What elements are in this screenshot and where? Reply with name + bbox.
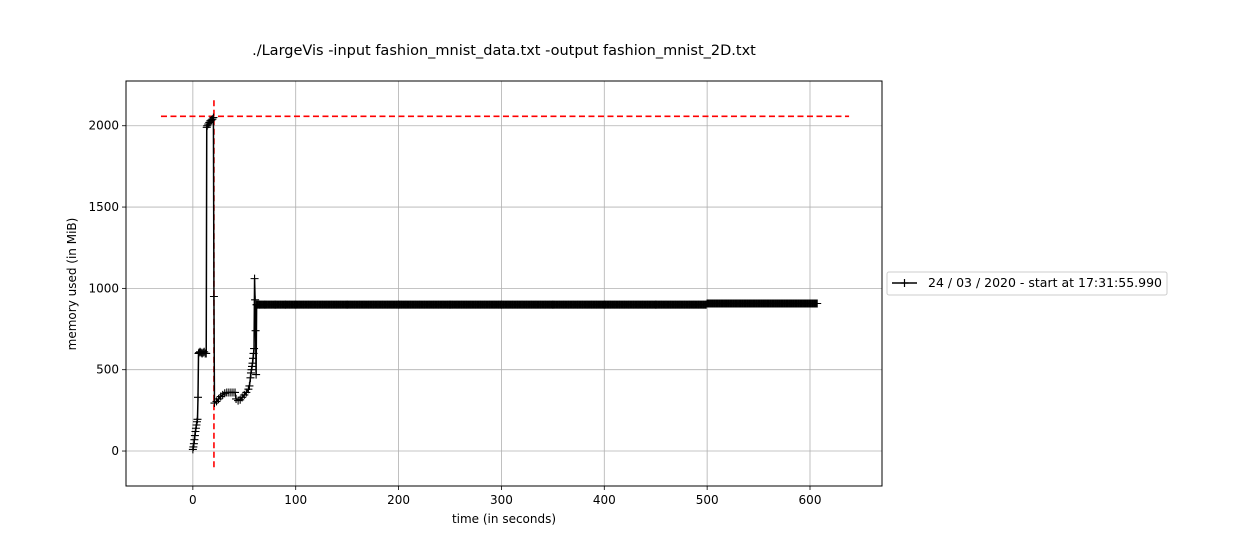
data-point-marker [251, 326, 260, 335]
grid [126, 81, 882, 486]
data-point-marker [208, 115, 217, 124]
y-tick-label: 0 [111, 444, 119, 458]
data-point-marker [220, 389, 229, 398]
series-line [192, 116, 818, 450]
y-axis-ticks: 0 500 1000 1500 2000 [88, 119, 126, 458]
data-point-marker [250, 274, 259, 283]
x-tick-label: 0 [189, 493, 197, 507]
data-point-marker [216, 392, 225, 401]
data-series [188, 113, 822, 454]
data-point-marker [231, 388, 240, 397]
reference-lines [160, 99, 850, 468]
legend: 24 / 03 / 2020 - start at 17:31:55.990 [886, 271, 1168, 296]
data-point-marker [203, 121, 212, 130]
data-point-marker [194, 393, 202, 402]
x-tick-label: 400 [593, 493, 616, 507]
y-axis-label: memory used (in MiB) [65, 218, 79, 351]
data-point-marker [204, 120, 213, 129]
chart-title: ./LargeVis -input fashion_mnist_data.txt… [252, 43, 756, 59]
plot-area-frame [125, 80, 883, 487]
data-point-marker [250, 344, 259, 353]
data-point-marker [209, 292, 218, 301]
y-tick-label: 2000 [88, 119, 119, 133]
data-point-marker [234, 396, 243, 405]
data-point-marker [242, 388, 251, 397]
legend-entry-label: 24 / 03 / 2020 - start at 17:31:55.990 [928, 275, 1162, 290]
y-tick-label: 1000 [88, 281, 119, 295]
data-point-marker [252, 370, 261, 379]
x-tick-label: 300 [490, 493, 513, 507]
plateau-marker [812, 299, 821, 308]
x-tick-label: 500 [696, 493, 719, 507]
x-tick-label: 600 [799, 493, 822, 507]
legend-marker-plus [900, 279, 909, 287]
data-point-marker [218, 390, 227, 399]
data-point-marker [245, 381, 254, 390]
x-tick-label: 200 [387, 493, 410, 507]
y-tick-label: 1500 [88, 200, 119, 214]
data-point-marker [193, 415, 202, 424]
x-tick-label: 100 [284, 493, 307, 507]
y-tick-label: 500 [96, 363, 119, 377]
x-axis-ticks: 0 100 200 300 400 500 600 [189, 486, 821, 507]
data-point-marker [210, 399, 219, 408]
data-point-marker [200, 347, 209, 356]
data-point-marker [244, 385, 253, 394]
data-point-marker [209, 113, 218, 122]
x-axis-label: time (in seconds) [452, 512, 556, 526]
data-point-marker [251, 295, 260, 304]
data-point-marker [232, 394, 241, 403]
legend-box [886, 271, 1168, 296]
data-point-marker [202, 349, 211, 358]
